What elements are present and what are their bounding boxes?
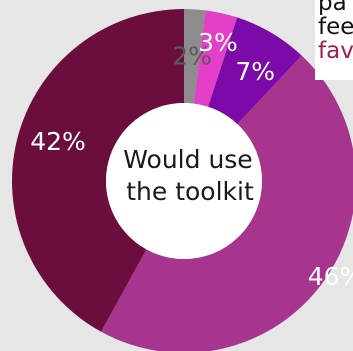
slice-label-4: 46%: [308, 262, 353, 291]
legend-line-1: pa: [318, 0, 347, 16]
donut-hole: [106, 103, 262, 259]
slice-1: [184, 9, 206, 104]
center-label-line-1: Would use: [123, 145, 252, 174]
legend-line-2: fee: [318, 14, 353, 40]
legend-fragment: pa fee fav: [315, 0, 353, 80]
donut-slices: [11, 9, 353, 351]
slice-2: [193, 10, 238, 107]
slice-label-1: 2%: [172, 41, 212, 70]
slice-label-2: 3%: [198, 28, 238, 57]
center-label-line-2: the toolkit: [126, 177, 254, 206]
slice-3: [208, 17, 302, 125]
slice-label-5: 42%: [30, 127, 86, 156]
slice-label-3: 7%: [235, 57, 275, 86]
slice-5: [11, 9, 184, 332]
slice-labels: 2%3%7% 46% 42%: [30, 28, 353, 291]
slice-4: [101, 55, 353, 351]
legend-line-3: fav: [318, 38, 353, 64]
